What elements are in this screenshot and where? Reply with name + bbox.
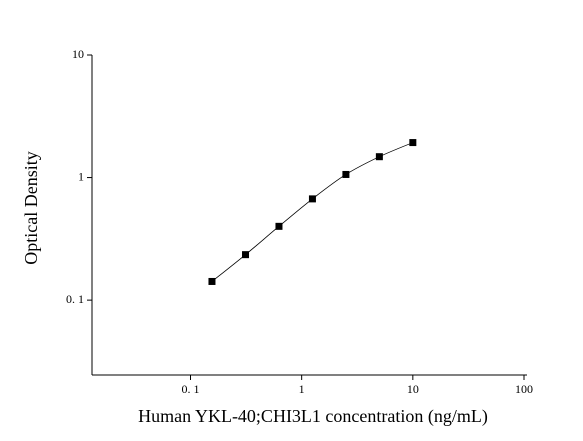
x-axis-label: Human YKL-40;CHI3L1 concentration (ng/mL… (138, 406, 488, 427)
data-point (342, 170, 350, 178)
y-axis-label: Optical Density (21, 151, 41, 264)
data-point (275, 222, 283, 230)
data-point (242, 251, 250, 259)
x-tick-label: 0. 1 (181, 382, 199, 396)
data-point (308, 195, 316, 203)
x-tick-label: 1 (299, 382, 305, 396)
y-tick-label: 10 (72, 47, 84, 61)
fit-curve (211, 142, 413, 282)
x-tick-label: 100 (515, 382, 533, 396)
data-point (208, 277, 216, 285)
x-tick-label: 10 (407, 382, 419, 396)
y-tick-label: 1 (78, 169, 84, 183)
y-tick-label: 0. 1 (66, 292, 84, 306)
data-point (375, 153, 383, 161)
data-point (409, 139, 417, 147)
